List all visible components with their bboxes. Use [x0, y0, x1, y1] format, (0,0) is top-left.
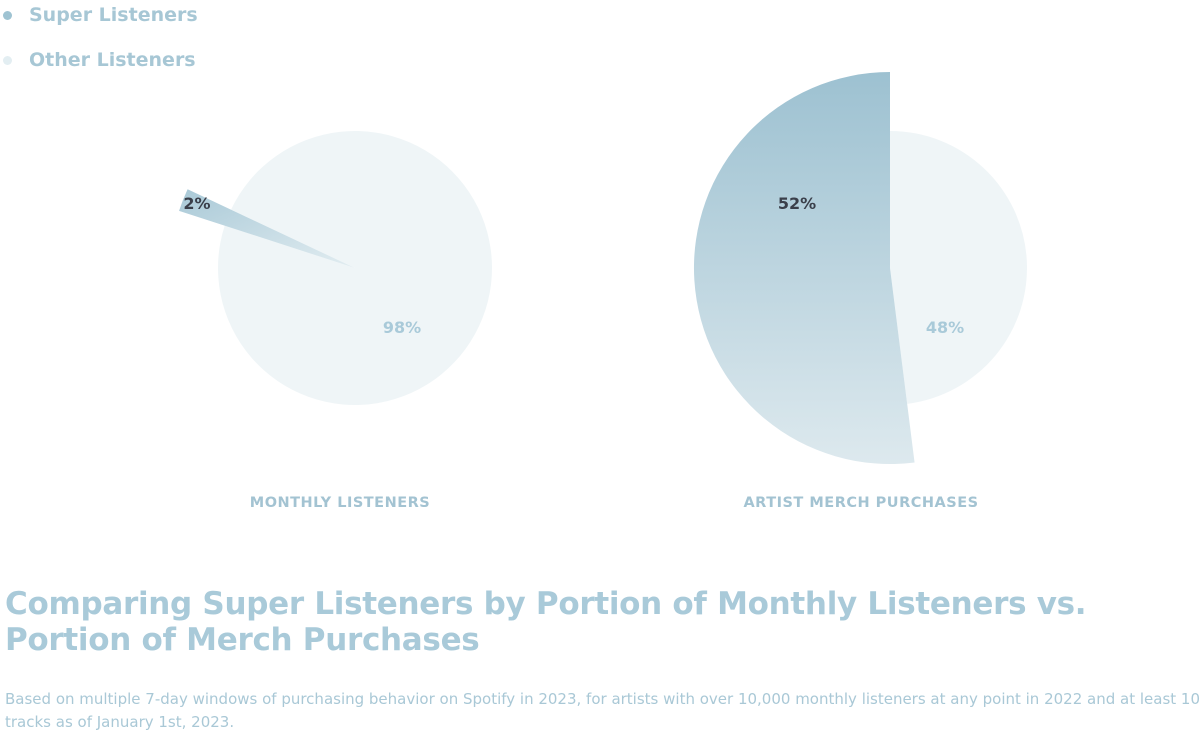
pie-slice-super-listeners[interactable] — [179, 189, 355, 268]
chart-caption: ARTIST MERCH PURCHASES — [743, 495, 978, 511]
chart-caption: MONTHLY LISTENERS — [250, 495, 430, 511]
slice-label-super-listeners: 2% — [183, 194, 210, 213]
slice-label-other-listeners: 98% — [383, 318, 421, 337]
pie-chart-monthly-listeners: 2% 98% MONTHLY LISTENERS — [179, 130, 493, 511]
pie-slice-other-listeners[interactable] — [890, 130, 1028, 404]
pie-slice-other-listeners[interactable] — [218, 130, 493, 405]
legend-dot-icon — [3, 55, 12, 65]
legend-item-other-listeners[interactable]: Other Listeners — [0, 45, 196, 75]
slice-label-super-listeners: 52% — [778, 194, 816, 213]
legend-dot-icon — [3, 10, 12, 20]
legend-label: Super Listeners — [29, 4, 198, 26]
page-title: Comparing Super Listeners by Portion of … — [5, 586, 1087, 658]
pie-chart-artist-merch-purchases: 52% 48% ARTIST MERCH PURCHASES — [693, 72, 1028, 511]
page-subtitle: Based on multiple 7-day windows of purch… — [5, 690, 1200, 731]
charts-area: 2% 98% MONTHLY LISTENERS 52% 48% ARTIST MERC… — [179, 72, 1028, 511]
pie-slice-super-listeners[interactable] — [693, 72, 915, 464]
legend-label: Other Listeners — [29, 49, 196, 71]
legend-item-super-listeners[interactable]: Super Listeners — [0, 0, 198, 30]
slice-label-other-listeners: 48% — [926, 318, 964, 337]
